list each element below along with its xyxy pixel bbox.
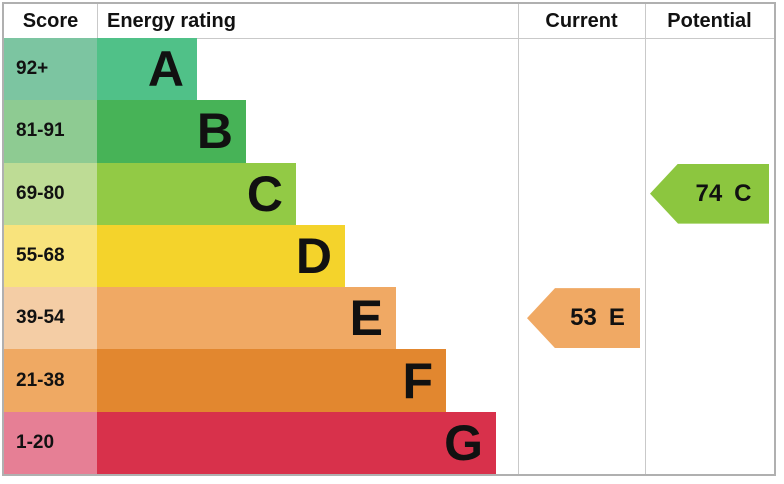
chart-header-row: Score Energy rating Current Potential [4,4,774,38]
potential-column-divider [645,4,646,474]
band-row-e: 39-54 E [4,287,774,350]
band-letter: G [444,414,483,471]
potential-band-letter: C [734,179,752,207]
score-range-label: 92+ [4,38,97,101]
score-range-label: 39-54 [4,287,97,350]
band-bar-g: G [97,411,496,474]
score-range-label: 81-91 [4,100,97,163]
band-row-c: 69-80 C [4,162,774,225]
epc-rating-chart: Score Energy rating Current Potential 92… [2,2,776,476]
header-divider [4,38,774,39]
band-letter: B [196,103,233,160]
score-range-label: 1-20 [4,411,97,474]
rating-band-rows: 92+ A 81-91 B 69-80 C 55-68 D 39-54 E 21-38 F 1-20 G [4,38,774,474]
band-row-b: 81-91 B [4,100,774,163]
band-bar-b: B [97,100,246,163]
score-range-label: 21-38 [4,349,97,412]
header-potential: Potential [667,9,752,32]
potential-rating-arrow: 74 C [650,163,769,224]
score-range-label: 69-80 [4,162,97,225]
current-score-value: 53 [570,304,597,332]
band-row-f: 21-38 F [4,349,774,412]
current-column-divider [518,4,519,474]
band-row-d: 55-68 D [4,224,774,288]
current-band-letter: E [608,304,625,332]
band-letter: A [147,41,184,98]
band-bar-d: D [97,224,345,288]
band-letter: F [402,352,433,409]
score-range-label: 55-68 [4,224,97,288]
band-letter: E [349,290,383,347]
band-bar-f: F [97,349,446,412]
band-bar-e: E [97,287,396,350]
header-score: Score [22,9,79,32]
band-bar-a: A [97,38,197,101]
band-letter: C [246,165,283,222]
band-row-g: 1-20 G [4,411,774,474]
header-current: Current [545,9,618,32]
current-rating-arrow: 53 E [527,288,640,349]
potential-score-value: 74 [695,179,723,207]
band-row-a: 92+ A [4,38,774,101]
header-energy-rating: Energy rating [107,9,236,32]
band-bar-c: C [97,162,296,225]
band-letter: D [295,227,332,284]
